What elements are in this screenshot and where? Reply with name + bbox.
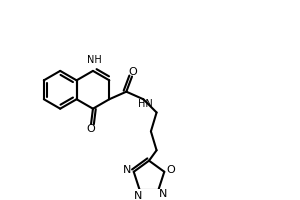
Text: HN: HN — [138, 99, 153, 109]
Text: N: N — [123, 165, 131, 175]
Text: O: O — [129, 67, 137, 77]
Text: O: O — [87, 124, 95, 134]
Text: N: N — [159, 189, 167, 199]
Text: N: N — [134, 191, 142, 200]
Text: O: O — [167, 165, 175, 175]
Text: NH: NH — [86, 55, 101, 65]
